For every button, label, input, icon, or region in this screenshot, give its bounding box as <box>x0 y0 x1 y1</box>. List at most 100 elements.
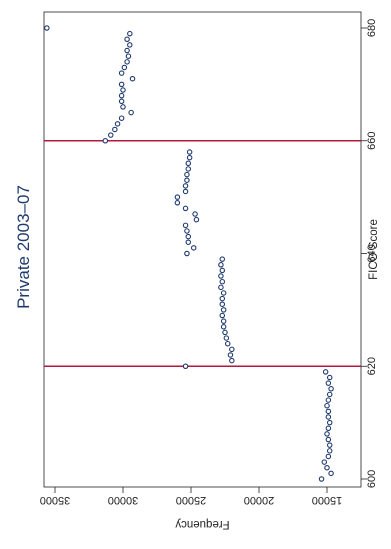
data-point <box>326 391 333 398</box>
data-point <box>174 200 181 206</box>
data-point <box>102 138 109 144</box>
data-point <box>324 431 330 437</box>
data-point <box>325 425 332 432</box>
data-point <box>184 250 190 257</box>
data-point <box>124 47 130 54</box>
reference-lines-layer <box>44 140 361 367</box>
plot-frame <box>43 11 362 488</box>
data-point <box>324 464 330 471</box>
data-point <box>325 453 332 460</box>
x-tick-label: 680 <box>366 19 378 37</box>
data-point <box>229 357 235 364</box>
x-tick-label: 620 <box>366 357 378 375</box>
y-tick-label: 25000 <box>176 494 207 506</box>
data-point <box>325 408 332 415</box>
data-point <box>127 42 133 48</box>
data-point <box>120 104 126 110</box>
data-point <box>114 121 121 127</box>
data-point <box>325 380 332 386</box>
data-point <box>325 414 332 420</box>
data-point <box>127 30 133 37</box>
data-point <box>322 369 329 375</box>
data-point <box>223 335 230 341</box>
data-point <box>186 149 193 155</box>
data-point <box>219 278 226 285</box>
data-point <box>229 346 235 353</box>
x-tick-label: 660 <box>366 132 378 150</box>
data-point <box>184 177 190 183</box>
data-point <box>192 211 198 217</box>
data-point <box>118 92 125 99</box>
y-tick-label: 15000 <box>312 494 343 506</box>
data-point <box>328 470 334 477</box>
data-point <box>125 53 132 59</box>
data-point <box>118 98 125 105</box>
data-point <box>220 318 227 324</box>
x-tick-label: 600 <box>366 470 378 488</box>
y-tick-label: 35000 <box>40 494 71 506</box>
data-point <box>184 171 190 178</box>
data-point <box>129 75 136 82</box>
data-point <box>321 459 328 465</box>
data-point <box>185 233 192 240</box>
data-point <box>328 386 334 392</box>
data-point <box>326 419 333 426</box>
data-point <box>182 363 189 369</box>
y-tick-label: 20000 <box>244 494 275 506</box>
data-point <box>184 228 190 234</box>
data-point <box>118 115 125 121</box>
data-point <box>220 290 227 296</box>
data-point <box>182 188 189 195</box>
data-point <box>219 256 226 262</box>
data-point <box>182 222 189 229</box>
data-point <box>326 442 333 448</box>
data-point <box>118 81 125 88</box>
data-point <box>121 64 128 71</box>
data-point <box>326 374 333 381</box>
data-point <box>219 267 226 274</box>
x-tick-label: 640 <box>366 244 378 262</box>
data-point <box>325 436 332 443</box>
data-point <box>190 245 197 251</box>
data-point <box>222 329 228 336</box>
data-point <box>219 301 226 307</box>
data-point <box>112 126 118 133</box>
data-point <box>318 476 325 482</box>
data-point <box>193 216 200 223</box>
data-point <box>326 448 333 454</box>
data-point <box>325 397 332 403</box>
chart-title: Private 2003–07 <box>14 185 33 309</box>
y-axis-label: Frequency <box>175 518 230 530</box>
data-point <box>174 194 181 200</box>
data-point <box>182 205 189 212</box>
axes-layer: 600 620 640 660 680 15000 20000 25000 30000 35000… <box>40 11 380 530</box>
data-point <box>124 36 130 43</box>
data-point <box>120 87 126 93</box>
title-layer: Private 2003–07 <box>14 185 33 309</box>
data-point <box>218 262 224 268</box>
data-point <box>218 284 224 291</box>
data-point <box>185 160 192 167</box>
data-point <box>227 352 234 358</box>
data-point <box>220 307 227 313</box>
y-tick-label: 30000 <box>108 494 139 506</box>
data-point <box>324 402 330 409</box>
data-point <box>108 132 114 138</box>
data-point <box>185 239 192 245</box>
data-point <box>219 312 226 319</box>
x-axis-label: FICO Score <box>368 219 380 280</box>
data-point <box>220 324 227 330</box>
data-point <box>186 154 193 161</box>
data-point <box>128 109 134 116</box>
data-point <box>44 25 50 31</box>
data-point <box>219 295 226 302</box>
points-layer <box>44 25 334 482</box>
data-point <box>185 166 192 172</box>
data-point <box>124 59 130 65</box>
data-point <box>118 70 125 76</box>
data-point <box>182 183 189 189</box>
data-point <box>218 273 224 279</box>
